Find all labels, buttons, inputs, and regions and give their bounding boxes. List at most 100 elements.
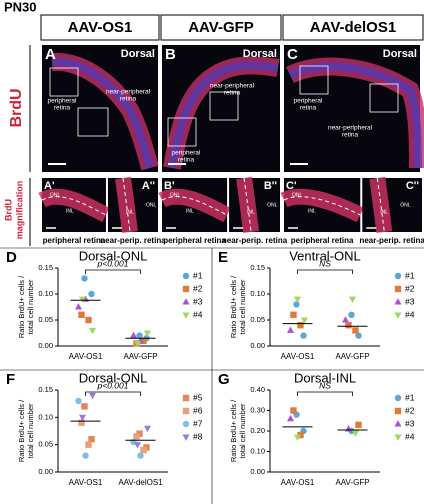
data-point (88, 327, 97, 335)
y-axis-label: Ratio BrdU+ cells / (229, 399, 238, 462)
legend-label: #2 (193, 283, 203, 293)
roi-box (209, 91, 239, 121)
annotation: NS (319, 258, 331, 268)
panel-letter: E (218, 249, 228, 266)
column-header: AAV-delOS1 (310, 19, 396, 36)
y-axis-label: Ratio BrdU+ cells / (17, 275, 26, 338)
roi-box (299, 65, 329, 95)
data-point (88, 290, 95, 298)
panel-letter: D (6, 249, 17, 266)
legend-marker (182, 407, 190, 415)
data-point (129, 331, 138, 339)
x-tick-label: AAV-delOS1 (118, 478, 163, 487)
legend-label: #4 (193, 309, 203, 319)
legend-label: #3 (405, 296, 415, 306)
data-point (133, 442, 142, 449)
y-tick-label: 0.00 (38, 467, 53, 476)
legend-marker (182, 312, 190, 319)
data-point (293, 434, 302, 441)
legend-marker (182, 434, 190, 441)
legend-marker (394, 298, 402, 305)
y-tick-label: 0.05 (38, 440, 53, 449)
panel-letter: G (218, 371, 230, 388)
legend-label: #3 (193, 296, 203, 306)
layer-label: ONL (50, 192, 61, 198)
panel-letter: C (287, 46, 298, 63)
image-caption: peripheral retina (163, 236, 226, 245)
region-label: retina (54, 105, 71, 112)
legend-label: #1 (193, 270, 203, 280)
panel-letter: B (165, 46, 176, 63)
layer-label: INL (380, 209, 388, 215)
data-point (300, 317, 309, 324)
region-label: retina (342, 132, 359, 139)
legend-label: #1 (405, 392, 415, 402)
data-point (140, 446, 147, 454)
layer-label: ONL (292, 192, 303, 198)
column-header-box (160, 14, 282, 41)
data-point (75, 397, 82, 405)
x-tick-label: AAV-GFP (335, 478, 369, 487)
layer-label: ONL (170, 192, 181, 198)
region-label: near-peripheral (210, 83, 255, 90)
column-header: AAV-OS1 (68, 19, 133, 36)
panel-letter: A'' (142, 180, 156, 192)
boundary (243, 177, 252, 233)
data-point (133, 433, 140, 440)
y-axis-label: Ratio BrdU+ cells / (17, 399, 26, 462)
data-point (345, 322, 352, 329)
roi-box (369, 83, 399, 113)
y-tick-label: 0.05 (250, 315, 265, 324)
panel-letter: C'' (406, 180, 420, 192)
y-axis-label: total cell number (238, 279, 247, 335)
significance-bracket (85, 269, 141, 274)
legend-marker (394, 285, 402, 293)
layer-label: INL (186, 208, 194, 214)
boundary (122, 177, 131, 233)
region-label: retina (224, 90, 241, 97)
data-point (81, 403, 88, 410)
region-label: peripheral (172, 150, 201, 157)
data-point (352, 327, 359, 334)
layer-label: INL (247, 209, 255, 215)
region-label: peripheral (48, 98, 77, 105)
panel-letter: A' (44, 180, 55, 192)
x-tick-label: AAV-GFP (335, 352, 369, 361)
layer-label: INL (66, 208, 74, 214)
panel-letter: B' (164, 180, 175, 192)
chart-title: Dorsal-ONL (79, 248, 148, 263)
roi-box (49, 67, 79, 97)
legend-marker (182, 285, 190, 293)
data-point (355, 332, 362, 339)
y-tick-label: 0.15 (250, 263, 265, 272)
data-point (136, 332, 143, 339)
y-tick-label: 0.15 (38, 263, 53, 272)
legend-label: #1 (405, 270, 415, 280)
column-header-box (40, 14, 160, 41)
tissue-band (38, 188, 110, 223)
data-point (78, 414, 87, 422)
image-caption: near-perip. retina (222, 236, 288, 245)
panel-letter: F (6, 371, 15, 388)
panel-letter: B'' (264, 180, 278, 192)
data-point (290, 407, 297, 414)
region-label: peripheral (294, 98, 323, 105)
data-point (137, 452, 144, 459)
x-tick-label: AAV-OS1 (69, 352, 103, 361)
roi-box (77, 107, 109, 137)
column-header: AAV-GFP (188, 19, 254, 36)
legend-marker (182, 272, 190, 280)
data-point (78, 311, 85, 318)
column-header-box (282, 14, 424, 41)
row-label: BrdU (8, 88, 25, 127)
y-tick-label: 0.10 (250, 446, 265, 455)
image-caption: peripheral retina (291, 236, 354, 245)
legend-label: #8 (193, 431, 203, 441)
y-tick-label: 0.00 (250, 467, 265, 476)
image-caption: Dorsal (243, 48, 277, 60)
panel-letter: C' (286, 180, 297, 192)
y-tick-label: 0.00 (38, 341, 53, 350)
tissue-band (288, 62, 422, 169)
